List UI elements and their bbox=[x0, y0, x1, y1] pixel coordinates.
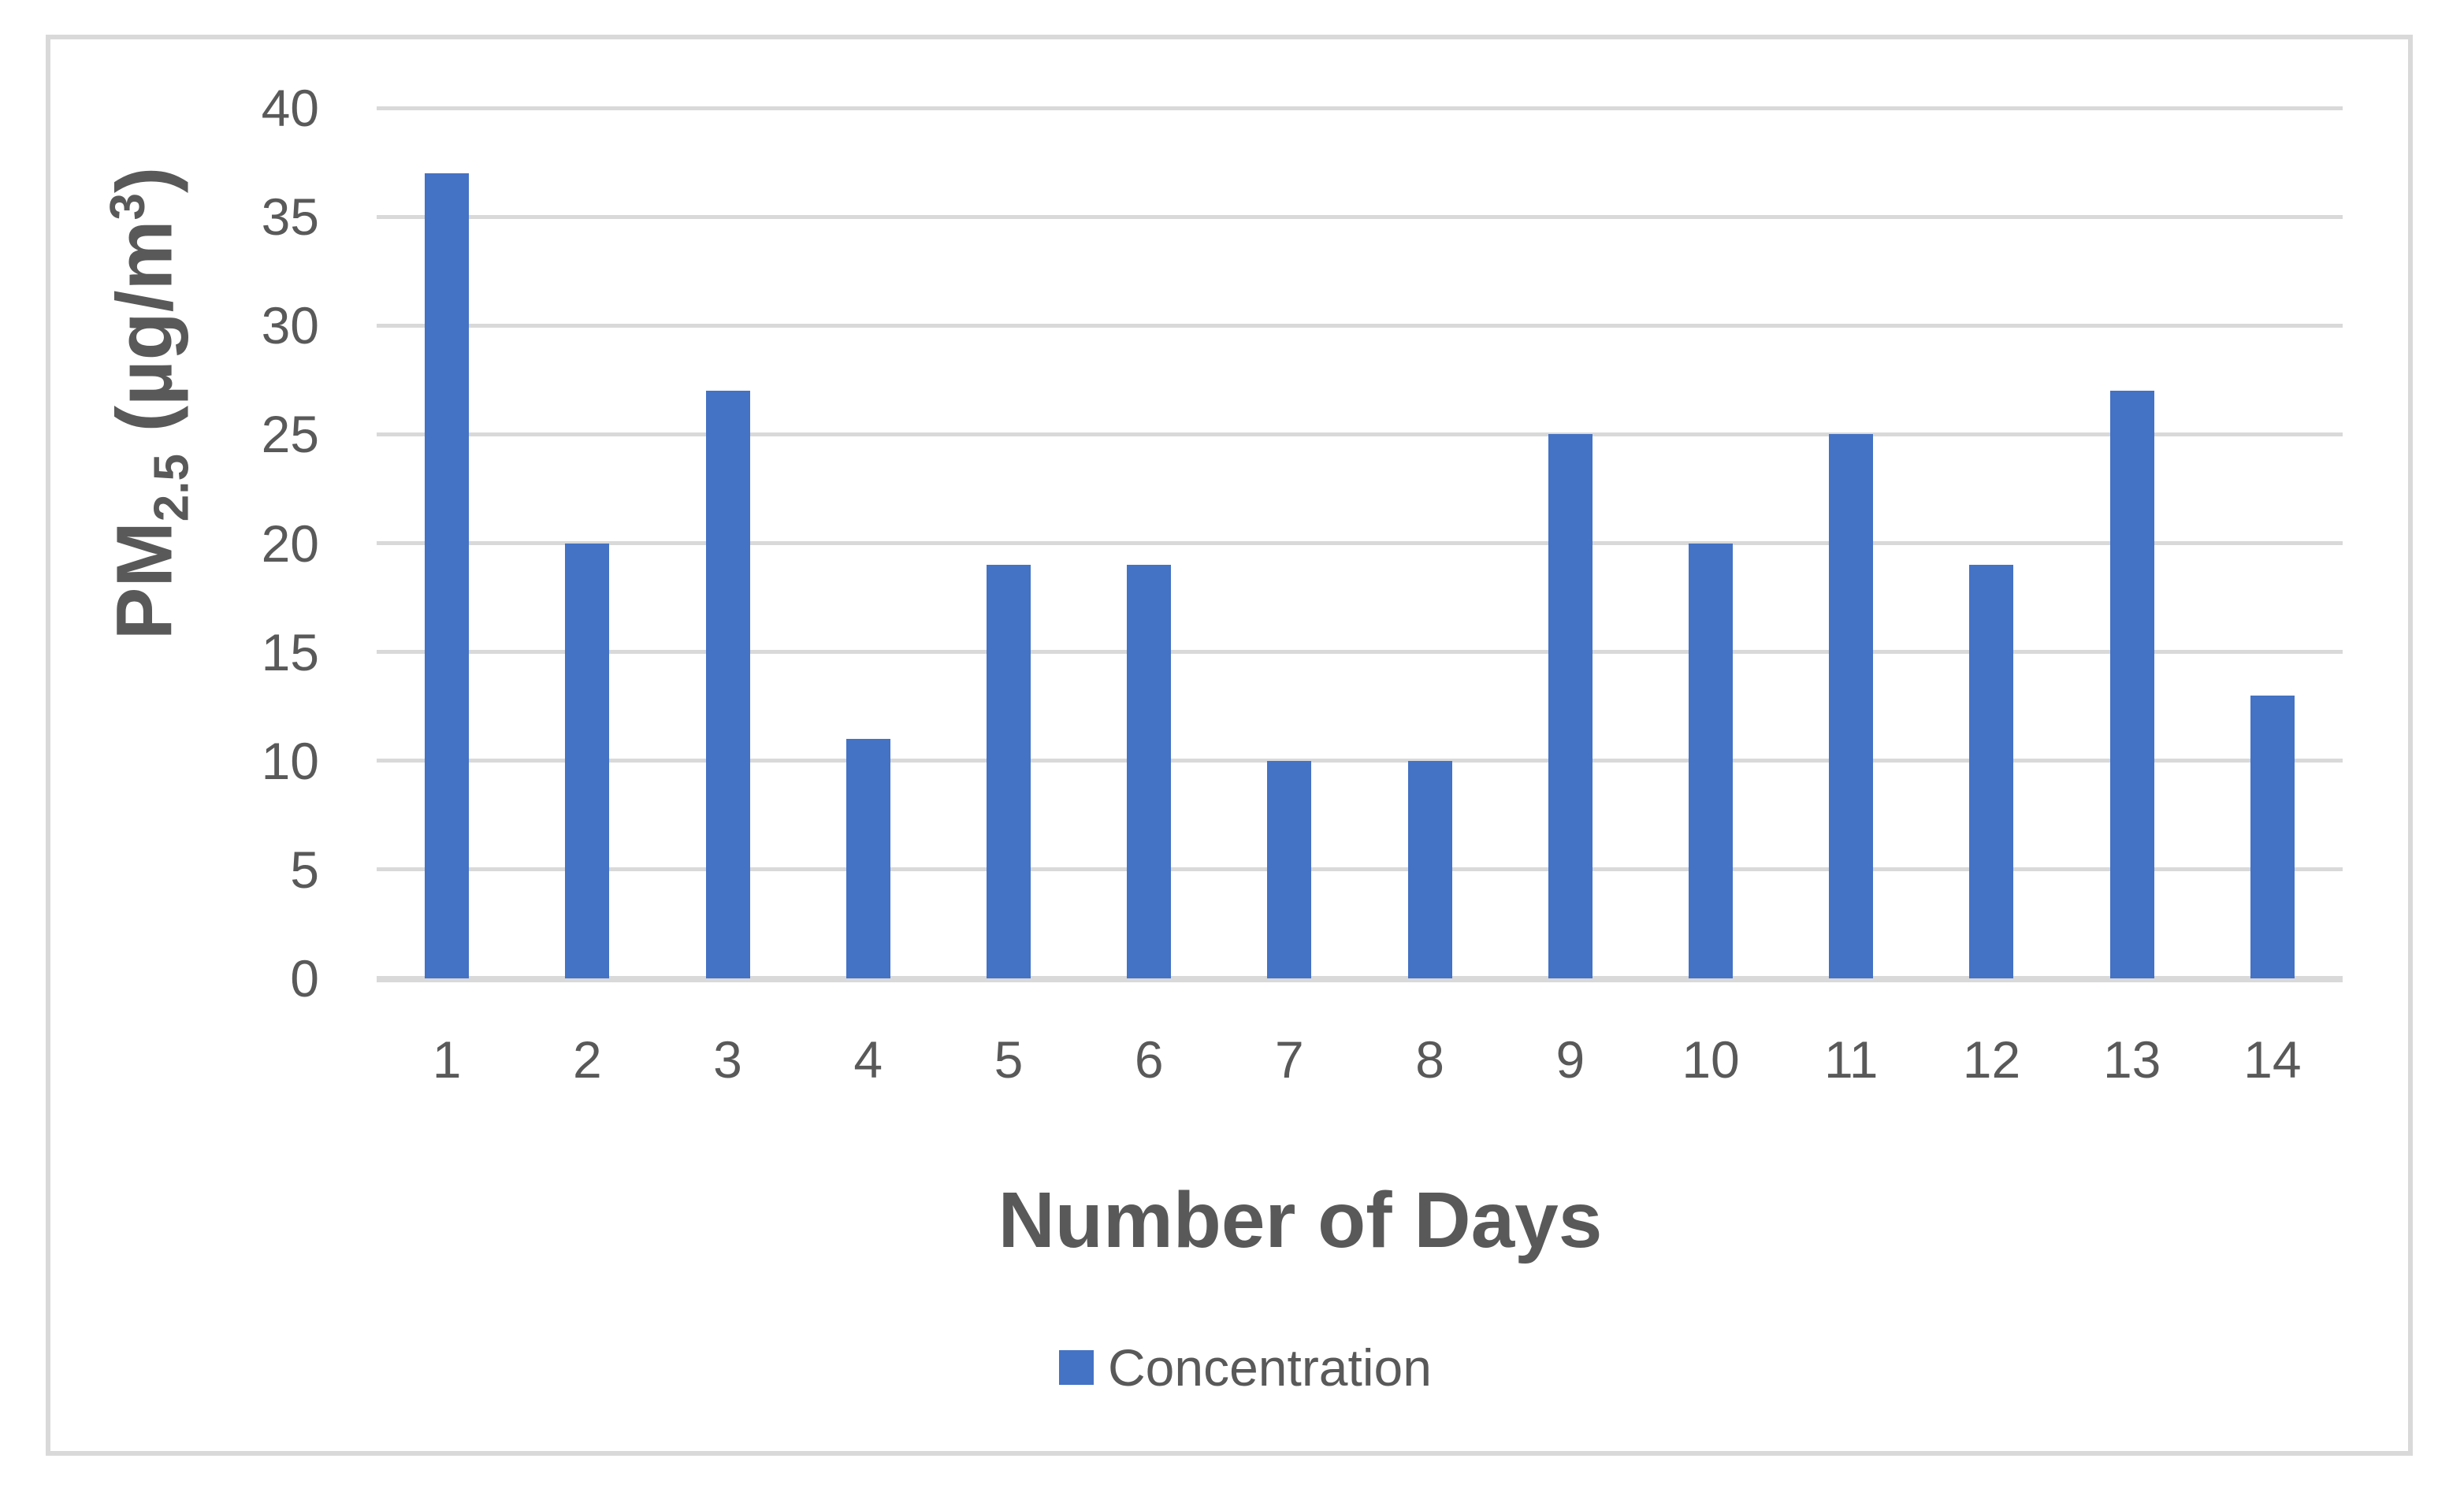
legend: Concentration bbox=[1059, 1338, 1432, 1397]
gridline-y-15 bbox=[377, 650, 2343, 655]
bar-day-3 bbox=[705, 391, 750, 978]
bar-day-13 bbox=[2109, 391, 2154, 978]
bar-day-10 bbox=[1689, 543, 1734, 978]
x-tick-label-3: 3 bbox=[713, 1030, 742, 1089]
bar-day-12 bbox=[1969, 565, 2014, 978]
x-tick-label-2: 2 bbox=[572, 1030, 602, 1089]
x-tick-label-7: 7 bbox=[1275, 1030, 1304, 1089]
y-tick-label-0: 0 bbox=[290, 949, 319, 1008]
gridline-y-10 bbox=[377, 759, 2343, 763]
x-tick-label-13: 13 bbox=[2102, 1030, 2161, 1089]
gridline-y-25 bbox=[377, 432, 2343, 436]
y-tick-label-10: 10 bbox=[261, 731, 319, 790]
bar-day-5 bbox=[986, 565, 1031, 978]
x-tick-label-5: 5 bbox=[994, 1030, 1024, 1089]
bar-day-9 bbox=[1548, 434, 1592, 978]
y-tick-label-40: 40 bbox=[261, 79, 319, 137]
x-tick-label-14: 14 bbox=[2243, 1030, 2302, 1089]
x-tick-label-11: 11 bbox=[1823, 1030, 1879, 1089]
x-tick-label-8: 8 bbox=[1415, 1030, 1444, 1089]
x-tick-label-9: 9 bbox=[1555, 1030, 1585, 1089]
legend-marker-swatch bbox=[1059, 1350, 1094, 1385]
y-tick-label-35: 35 bbox=[261, 187, 319, 247]
bar-day-2 bbox=[565, 543, 610, 978]
y-tick-label-20: 20 bbox=[261, 514, 319, 573]
bar-day-11 bbox=[1829, 434, 1874, 978]
x-tick-label-12: 12 bbox=[1962, 1030, 2021, 1089]
bar-day-14 bbox=[2250, 695, 2295, 978]
y-tick-label-30: 30 bbox=[261, 296, 319, 355]
x-tick-label-6: 6 bbox=[1134, 1030, 1164, 1089]
x-axis-line bbox=[377, 976, 2343, 982]
legend-label: Concentration bbox=[1108, 1338, 1432, 1397]
gridline-y-40 bbox=[377, 106, 2343, 110]
y-tick-label-15: 15 bbox=[261, 622, 319, 681]
y-tick-label-5: 5 bbox=[290, 840, 319, 899]
gridline-y-20 bbox=[377, 541, 2343, 545]
bar-day-8 bbox=[1407, 760, 1452, 978]
x-tick-label-10: 10 bbox=[1682, 1030, 1740, 1089]
bar-day-4 bbox=[845, 739, 890, 978]
bar-day-7 bbox=[1267, 760, 1312, 978]
bar-day-1 bbox=[425, 173, 470, 978]
x-axis-title: Number of Days bbox=[998, 1176, 1603, 1264]
gridline-y-35 bbox=[377, 214, 2343, 219]
x-tick-label-4: 4 bbox=[853, 1030, 883, 1089]
gridline-y-30 bbox=[377, 323, 2343, 328]
x-tick-label-1: 1 bbox=[432, 1030, 462, 1089]
y-tick-label-25: 25 bbox=[261, 405, 319, 464]
gridline-y-5 bbox=[377, 867, 2343, 872]
bar-day-6 bbox=[1127, 565, 1172, 978]
